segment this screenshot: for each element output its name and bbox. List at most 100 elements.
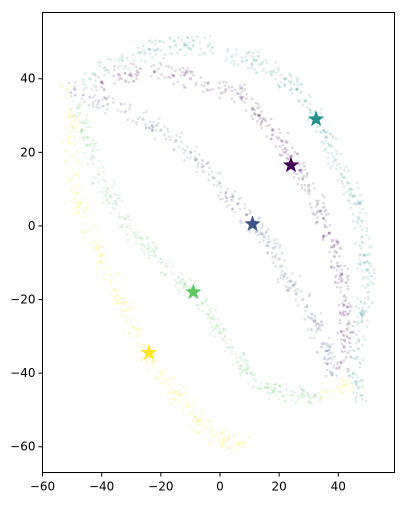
data-point [325, 362, 329, 366]
data-point [274, 383, 277, 386]
data-point [80, 97, 84, 101]
data-point [226, 436, 230, 440]
data-point [347, 199, 350, 202]
data-point [187, 47, 191, 50]
data-point [203, 81, 207, 84]
data-point [262, 239, 265, 242]
data-point [248, 435, 252, 438]
data-point [92, 142, 95, 145]
data-point [297, 397, 300, 401]
data-point [100, 80, 103, 83]
data-point [123, 71, 127, 75]
data-point [155, 377, 159, 381]
data-point [290, 92, 294, 95]
data-point [233, 189, 237, 193]
data-point [89, 157, 93, 160]
data-point [346, 274, 350, 277]
data-point [220, 431, 223, 434]
data-point [360, 241, 364, 245]
data-point [103, 95, 107, 99]
data-point [185, 71, 188, 74]
data-point [356, 221, 360, 225]
data-point [352, 193, 356, 197]
data-point [230, 55, 234, 59]
data-point [114, 289, 118, 292]
data-point [234, 356, 238, 359]
data-point [323, 205, 326, 209]
data-point [246, 382, 250, 386]
data-point [181, 70, 184, 74]
data-point [276, 242, 279, 245]
data-point [346, 284, 349, 288]
data-point [236, 202, 240, 206]
data-point [347, 337, 351, 340]
data-point [140, 59, 143, 62]
data-point [353, 380, 357, 384]
data-point [339, 313, 343, 316]
data-point [231, 363, 234, 367]
data-point [366, 283, 370, 287]
data-point [320, 131, 323, 134]
data-point [266, 251, 269, 255]
data-point [163, 273, 167, 276]
data-point [308, 400, 311, 403]
data-point [128, 108, 131, 111]
data-point [339, 385, 343, 389]
data-point [324, 208, 328, 212]
data-point [333, 355, 336, 359]
data-point [261, 224, 265, 227]
data-point [271, 255, 275, 259]
data-point [114, 58, 117, 61]
data-point [332, 389, 336, 392]
data-point [290, 272, 294, 275]
data-point [302, 161, 305, 165]
data-point [292, 82, 296, 86]
data-point [248, 230, 252, 234]
data-point [182, 386, 186, 389]
data-point [276, 281, 280, 284]
data-point [310, 316, 313, 320]
data-point [239, 220, 242, 224]
data-point [213, 326, 216, 330]
data-point [178, 68, 182, 72]
data-point [222, 80, 225, 84]
data-point [136, 73, 139, 76]
data-point [127, 216, 130, 219]
data-point [149, 253, 152, 257]
data-point [118, 57, 122, 60]
data-point [85, 119, 88, 122]
data-point [151, 129, 154, 133]
data-point [333, 280, 337, 284]
data-point [274, 382, 278, 386]
data-point [220, 441, 223, 444]
data-point [153, 137, 157, 141]
data-point [176, 51, 179, 55]
data-point [67, 83, 71, 86]
data-point [92, 105, 95, 109]
data-point [313, 213, 317, 217]
data-point [276, 137, 280, 141]
data-point [340, 376, 344, 379]
data-point [348, 187, 352, 191]
data-point [341, 278, 344, 281]
data-point [346, 335, 349, 339]
data-point [125, 319, 129, 323]
data-point [124, 301, 128, 304]
data-point [320, 397, 323, 401]
data-point [100, 251, 104, 255]
data-point [146, 238, 150, 241]
data-point [174, 44, 178, 48]
data-point [361, 306, 364, 309]
data-point [184, 149, 187, 152]
data-point [335, 274, 338, 277]
data-point [336, 239, 339, 242]
data-point [86, 162, 90, 166]
data-point [127, 73, 130, 77]
data-point [171, 396, 175, 400]
data-point [202, 84, 206, 88]
data-point [73, 172, 77, 177]
data-point [182, 286, 185, 290]
data-point [219, 432, 223, 436]
data-point [324, 374, 328, 378]
data-point [335, 384, 338, 388]
